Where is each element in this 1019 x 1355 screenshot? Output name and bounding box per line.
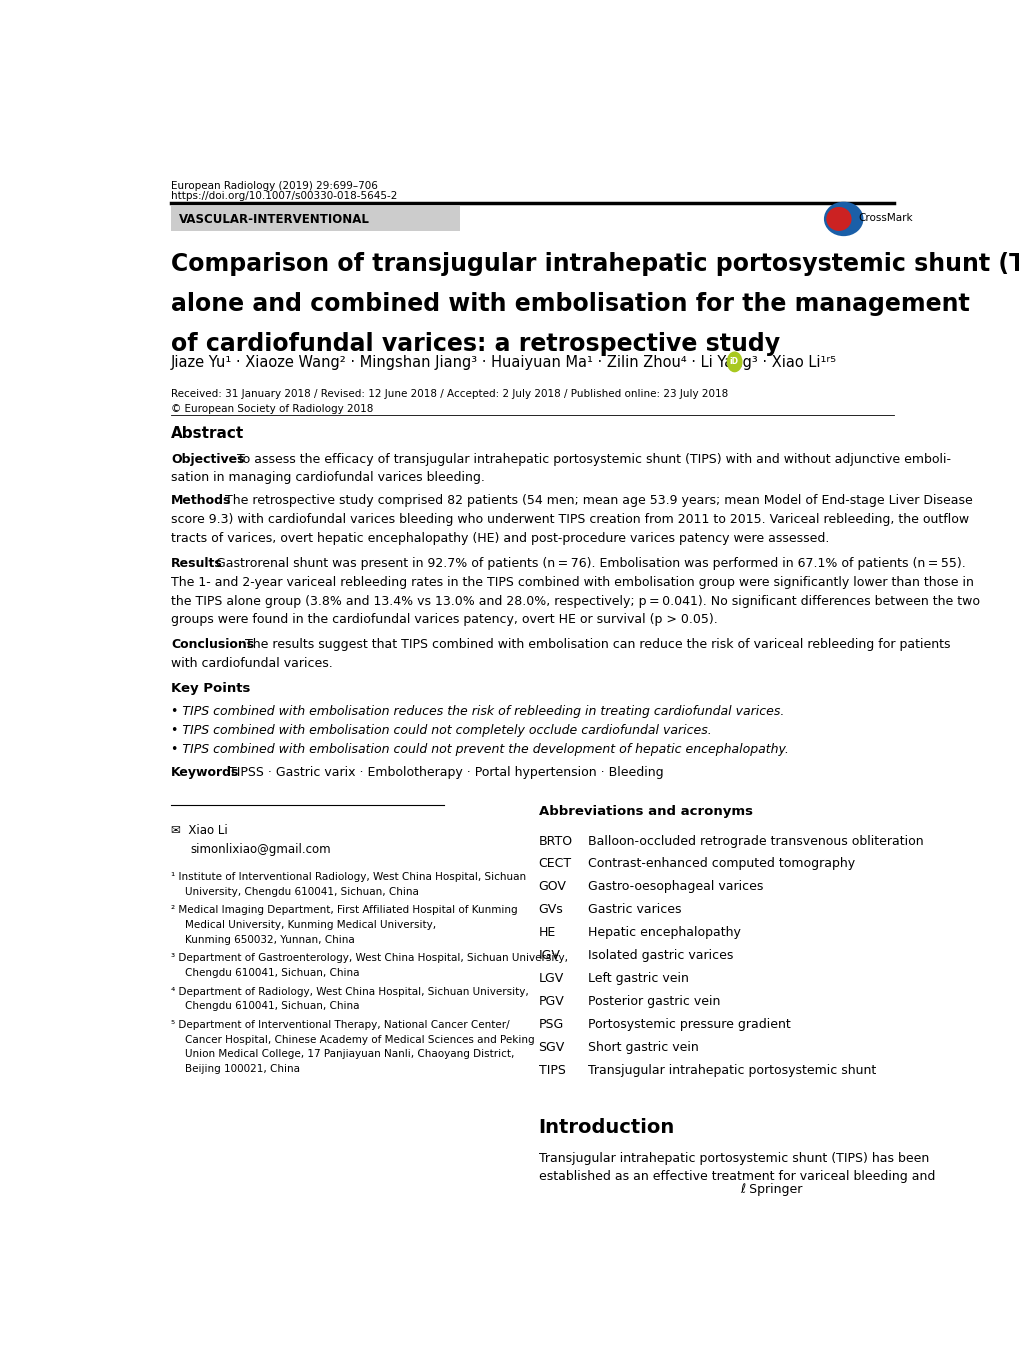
Text: SGV: SGV: [538, 1041, 565, 1054]
Text: • TIPS combined with embolisation could not prevent the development of hepatic e: • TIPS combined with embolisation could …: [171, 743, 788, 756]
Text: LGV: LGV: [538, 973, 564, 985]
Text: CECT: CECT: [538, 858, 571, 870]
Text: Isolated gastric varices: Isolated gastric varices: [588, 950, 733, 962]
Text: ℓ Springer: ℓ Springer: [740, 1183, 802, 1196]
Text: Gastrorenal shunt was present in 92.7% of patients (n = 76). Embolisation was pe: Gastrorenal shunt was present in 92.7% o…: [212, 557, 965, 570]
Text: ² Medical Imaging Department, First Affiliated Hospital of Kunming: ² Medical Imaging Department, First Affi…: [171, 905, 517, 916]
Text: Gastric varices: Gastric varices: [588, 904, 681, 916]
Text: IGV: IGV: [538, 950, 559, 962]
Text: Portosystemic pressure gradient: Portosystemic pressure gradient: [588, 1018, 791, 1031]
Ellipse shape: [823, 202, 863, 236]
Text: Contrast-enhanced computed tomography: Contrast-enhanced computed tomography: [588, 858, 855, 870]
Text: ¹ Institute of Interventional Radiology, West China Hospital, Sichuan: ¹ Institute of Interventional Radiology,…: [171, 873, 526, 882]
Text: Balloon-occluded retrograde transvenous obliteration: Balloon-occluded retrograde transvenous …: [588, 835, 923, 847]
Text: Beijing 100021, China: Beijing 100021, China: [185, 1064, 300, 1075]
Text: alone and combined with embolisation for the management: alone and combined with embolisation for…: [171, 291, 969, 316]
Text: European Radiology (2019) 29:699–706: European Radiology (2019) 29:699–706: [171, 182, 377, 191]
Text: Posterior gastric vein: Posterior gastric vein: [588, 995, 720, 1008]
Text: score 9.3) with cardiofundal varices bleeding who underwent TIPS creation from 2: score 9.3) with cardiofundal varices ble…: [171, 514, 968, 526]
Text: Union Medical College, 17 Panjiayuan Nanli, Chaoyang District,: Union Medical College, 17 Panjiayuan Nan…: [185, 1050, 514, 1060]
Text: Comparison of transjugular intrahepatic portosystemic shunt (TIPS): Comparison of transjugular intrahepatic …: [171, 252, 1019, 276]
Text: The retrospective study comprised 82 patients (54 men; mean age 53.9 years; mean: The retrospective study comprised 82 pat…: [220, 495, 971, 507]
Text: Chengdu 610041, Sichuan, China: Chengdu 610041, Sichuan, China: [185, 967, 360, 978]
Text: groups were found in the cardiofundal varices patency, overt HE or survival (p >: groups were found in the cardiofundal va…: [171, 614, 717, 626]
Text: Transjugular intrahepatic portosystemic shunt: Transjugular intrahepatic portosystemic …: [588, 1064, 875, 1077]
Text: Short gastric vein: Short gastric vein: [588, 1041, 698, 1054]
Text: PSG: PSG: [538, 1018, 564, 1031]
Text: the TIPS alone group (3.8% and 13.4% vs 13.0% and 28.0%, respectively; p = 0.041: the TIPS alone group (3.8% and 13.4% vs …: [171, 595, 979, 607]
Text: Received: 31 January 2018 / Revised: 12 June 2018 / Accepted: 2 July 2018 / Publ: Received: 31 January 2018 / Revised: 12 …: [171, 389, 728, 398]
Text: The 1- and 2-year variceal rebleeding rates in the TIPS combined with embolisati: The 1- and 2-year variceal rebleeding ra…: [171, 576, 973, 589]
Text: Jiaze Yu¹ · Xiaoze Wang² · Mingshan Jiang³ · Huaiyuan Ma¹ · Zilin Zhou⁴ · Li Yan: Jiaze Yu¹ · Xiaoze Wang² · Mingshan Jian…: [171, 355, 837, 370]
Circle shape: [726, 351, 742, 373]
Text: Abstract: Abstract: [171, 425, 244, 440]
Text: ✉  Xiao Li: ✉ Xiao Li: [171, 824, 227, 837]
Text: Transjugular intrahepatic portosystemic shunt (TIPS) has been: Transjugular intrahepatic portosystemic …: [538, 1152, 928, 1165]
Text: simonlixiao@gmail.com: simonlixiao@gmail.com: [191, 843, 331, 856]
Text: Left gastric vein: Left gastric vein: [588, 973, 689, 985]
Text: Cancer Hospital, Chinese Academy of Medical Sciences and Peking: Cancer Hospital, Chinese Academy of Medi…: [185, 1035, 534, 1045]
Text: sation in managing cardiofundal varices bleeding.: sation in managing cardiofundal varices …: [171, 472, 484, 485]
Text: To assess the efficacy of transjugular intrahepatic portosystemic shunt (TIPS) w: To assess the efficacy of transjugular i…: [232, 453, 950, 466]
Text: GOV: GOV: [538, 881, 566, 893]
Text: Abbreviations and acronyms: Abbreviations and acronyms: [538, 805, 752, 818]
Text: iD: iD: [730, 356, 738, 366]
Text: Introduction: Introduction: [538, 1118, 675, 1137]
Text: CrossMark: CrossMark: [857, 213, 912, 222]
Text: Objectives: Objectives: [171, 453, 245, 466]
Text: Key Points: Key Points: [171, 682, 250, 695]
Text: HE: HE: [538, 927, 555, 939]
Text: University, Chengdu 610041, Sichuan, China: University, Chengdu 610041, Sichuan, Chi…: [185, 886, 419, 897]
Text: VASCULAR-INTERVENTIONAL: VASCULAR-INTERVENTIONAL: [178, 213, 370, 226]
Text: ⁵ Department of Interventional Therapy, National Cancer Center/: ⁵ Department of Interventional Therapy, …: [171, 1020, 509, 1030]
Text: TIPSS · Gastric varix · Embolotherapy · Portal hypertension · Bleeding: TIPSS · Gastric varix · Embolotherapy · …: [224, 766, 662, 779]
Text: established as an effective treatment for variceal bleeding and: established as an effective treatment fo…: [538, 1171, 934, 1183]
Text: Chengdu 610041, Sichuan, China: Chengdu 610041, Sichuan, China: [185, 1001, 360, 1011]
Text: PGV: PGV: [538, 995, 564, 1008]
Text: • TIPS combined with embolisation reduces the risk of rebleeding in treating car: • TIPS combined with embolisation reduce…: [171, 705, 784, 718]
Text: https://doi.org/10.1007/s00330-018-5645-2: https://doi.org/10.1007/s00330-018-5645-…: [171, 191, 397, 201]
Text: with cardiofundal varices.: with cardiofundal varices.: [171, 657, 332, 671]
Text: Gastro-oesophageal varices: Gastro-oesophageal varices: [588, 881, 763, 893]
Text: The results suggest that TIPS combined with embolisation can reduce the risk of : The results suggest that TIPS combined w…: [242, 638, 950, 652]
Ellipse shape: [825, 207, 851, 230]
Text: © European Society of Radiology 2018: © European Society of Radiology 2018: [171, 404, 373, 413]
Text: GVs: GVs: [538, 904, 562, 916]
Text: ⁴ Department of Radiology, West China Hospital, Sichuan University,: ⁴ Department of Radiology, West China Ho…: [171, 986, 528, 997]
Text: Kunming 650032, Yunnan, China: Kunming 650032, Yunnan, China: [185, 935, 355, 944]
Text: TIPS: TIPS: [538, 1064, 565, 1077]
Text: Conclusions: Conclusions: [171, 638, 254, 652]
Text: Hepatic encephalopathy: Hepatic encephalopathy: [588, 927, 741, 939]
Text: • TIPS combined with embolisation could not completely occlude cardiofundal vari: • TIPS combined with embolisation could …: [171, 724, 711, 737]
Text: BRTO: BRTO: [538, 835, 572, 847]
Text: Methods: Methods: [171, 495, 231, 507]
Text: Results: Results: [171, 557, 222, 570]
Text: ³ Department of Gastroenterology, West China Hospital, Sichuan University,: ³ Department of Gastroenterology, West C…: [171, 954, 568, 963]
FancyBboxPatch shape: [171, 206, 459, 232]
Text: Medical University, Kunming Medical University,: Medical University, Kunming Medical Univ…: [185, 920, 436, 930]
Text: tracts of varices, overt hepatic encephalopathy (HE) and post-procedure varices : tracts of varices, overt hepatic encepha…: [171, 533, 828, 545]
Text: of cardiofundal varices: a retrospective study: of cardiofundal varices: a retrospective…: [171, 332, 780, 355]
Text: Keywords: Keywords: [171, 766, 239, 779]
